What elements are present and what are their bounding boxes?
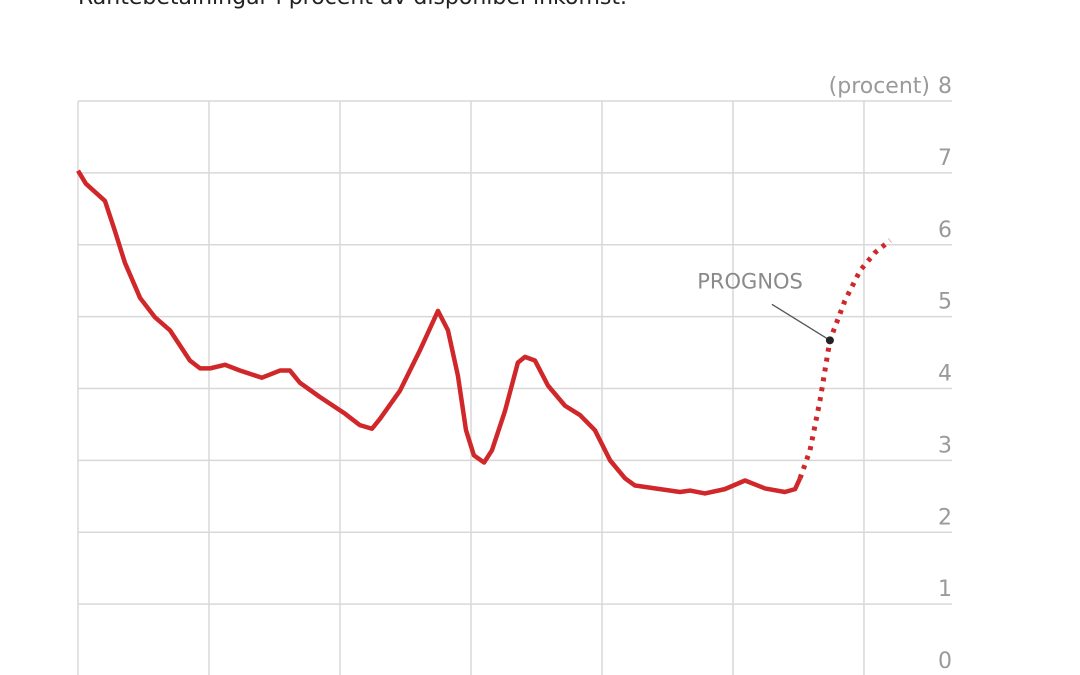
chart-subtitle: Räntebetalningar i procent av disponibel… <box>78 0 627 10</box>
y-tick-label: 0 <box>938 649 952 674</box>
y-tick-label: 7 <box>938 146 952 171</box>
annotation-point <box>825 336 834 345</box>
data-line <box>76 169 803 496</box>
annotation-label: PROGNOS <box>697 269 803 293</box>
data-line <box>797 238 892 480</box>
y-tick-label: 4 <box>938 362 952 387</box>
y-tick-label: 8 <box>938 74 952 99</box>
y-axis-label: (procent) <box>829 74 930 99</box>
annotation-leader <box>771 303 831 341</box>
y-tick-label: 3 <box>938 433 952 458</box>
y-tick-label: 6 <box>938 218 952 243</box>
y-tick-label: 5 <box>938 290 952 315</box>
y-tick-label: 1 <box>938 577 952 602</box>
y-tick-label: 2 <box>938 505 952 530</box>
